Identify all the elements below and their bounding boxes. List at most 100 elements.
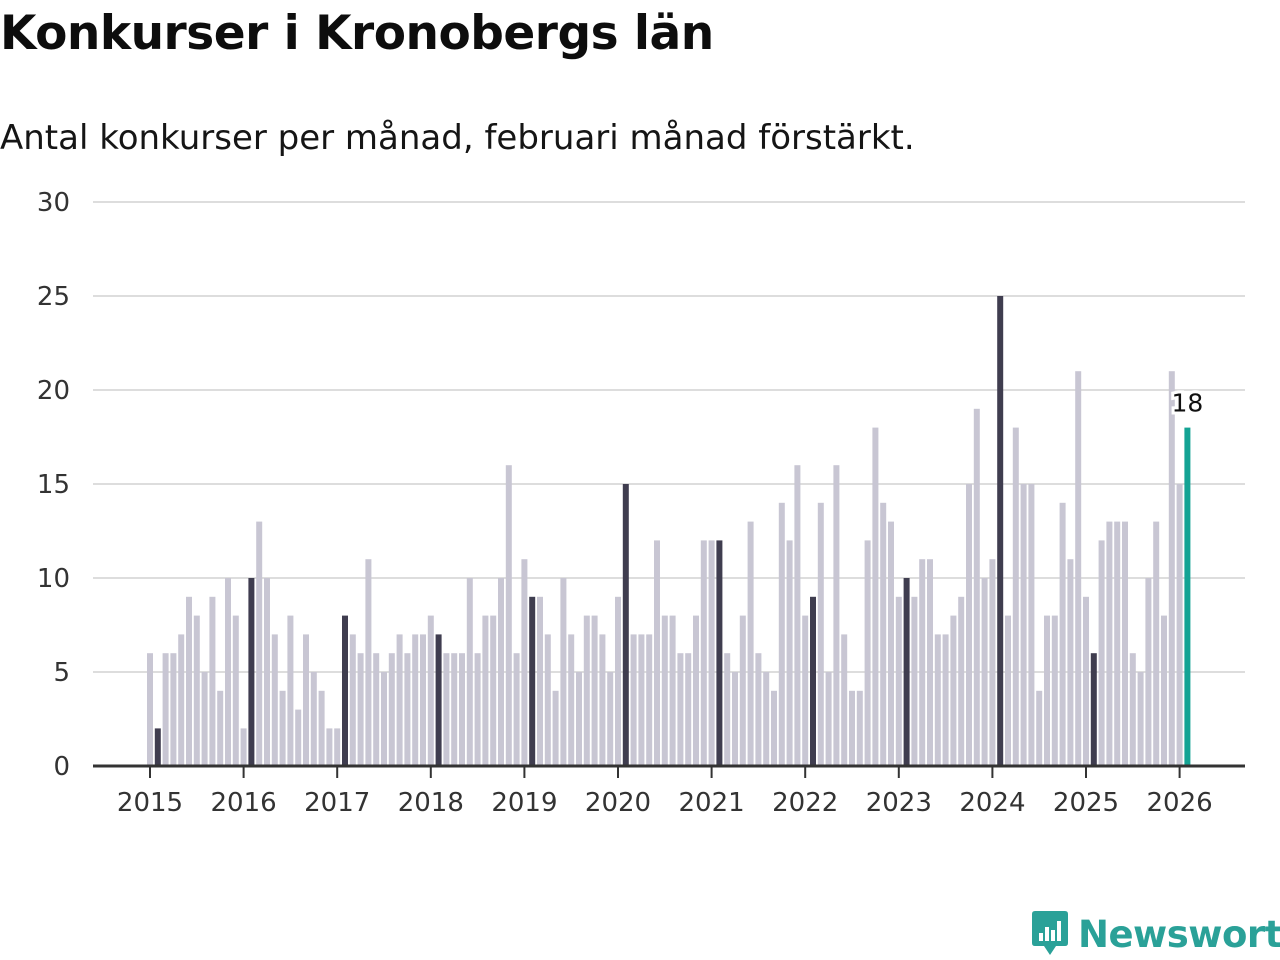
bar	[934, 634, 941, 766]
bar	[888, 521, 894, 766]
bar	[677, 653, 684, 766]
bar	[911, 596, 918, 766]
bar	[966, 484, 972, 766]
y-tick-label: 15	[37, 470, 70, 500]
bar	[802, 615, 809, 766]
bar	[1075, 371, 1082, 766]
bar	[669, 615, 676, 766]
bar	[833, 465, 840, 766]
bar	[310, 672, 317, 766]
bar	[989, 559, 996, 766]
bar	[607, 672, 614, 766]
bar	[459, 653, 465, 766]
bar	[981, 578, 988, 766]
bar	[1090, 653, 1097, 766]
bar	[435, 634, 442, 766]
x-tick-label: 2018	[398, 788, 464, 818]
bar	[466, 578, 473, 766]
bar	[716, 540, 723, 766]
bar	[357, 653, 364, 766]
bar	[771, 690, 777, 766]
bar	[1067, 559, 1074, 766]
bar	[739, 615, 746, 766]
x-tick-label: 2021	[679, 788, 745, 818]
bar	[552, 690, 559, 766]
bar	[209, 596, 216, 766]
bar	[560, 578, 567, 766]
bar	[654, 540, 660, 766]
x-tick-label: 2025	[1053, 788, 1119, 818]
x-tick-label: 2023	[866, 788, 932, 818]
bar	[318, 690, 325, 766]
bar	[778, 502, 785, 766]
bar	[1129, 653, 1136, 766]
bar	[404, 653, 411, 766]
bar	[942, 634, 949, 766]
bar	[583, 615, 590, 766]
bar	[755, 653, 762, 766]
bar	[396, 634, 403, 766]
bar	[1168, 371, 1175, 766]
bar	[240, 728, 247, 766]
bar	[1020, 484, 1027, 766]
bar	[825, 672, 832, 766]
x-tick-label: 2017	[304, 788, 370, 818]
bar	[162, 653, 169, 766]
bar	[154, 728, 161, 766]
bar	[1028, 484, 1035, 766]
bar	[279, 690, 286, 766]
newsworthy-logo-icon	[1032, 911, 1068, 955]
bar	[794, 465, 801, 766]
bar	[498, 578, 504, 766]
bar	[271, 634, 278, 766]
bar	[927, 559, 933, 766]
x-tick-label: 2015	[117, 788, 183, 818]
bar	[872, 427, 879, 766]
x-axis: 2015 2016 2017 2018 2019 2020 2021 2022 2023 2024…	[93, 764, 1245, 818]
bar	[856, 690, 863, 766]
bar	[880, 502, 887, 766]
y-axis-ticks: 0 5 10 15 20 25 30	[37, 188, 70, 782]
bar	[1059, 502, 1066, 766]
bar	[1176, 484, 1183, 766]
bar	[700, 540, 707, 766]
bar	[1012, 427, 1019, 766]
bar	[287, 615, 294, 766]
bar	[178, 634, 185, 766]
bar	[1153, 521, 1160, 766]
bar	[295, 709, 302, 766]
y-tick-label: 20	[37, 376, 70, 406]
bars	[147, 296, 1191, 766]
brand: Newsworthy	[1030, 908, 1280, 960]
bar	[147, 653, 153, 766]
bar	[505, 465, 512, 766]
bar	[529, 596, 536, 766]
y-tick-label: 10	[37, 564, 70, 594]
bar	[521, 559, 528, 766]
bar	[1051, 615, 1058, 766]
bar	[685, 653, 692, 766]
chart-title: Konkurser i Kronobergs län	[0, 6, 714, 61]
bar	[248, 578, 255, 766]
bar	[544, 634, 551, 766]
bar	[342, 615, 348, 766]
brand-name: Newsworthy	[1078, 912, 1280, 956]
bar	[958, 596, 965, 766]
bar	[349, 634, 356, 766]
bar	[1005, 615, 1011, 766]
bar	[732, 672, 738, 766]
bar	[373, 653, 380, 766]
bar	[225, 578, 231, 766]
bar	[763, 672, 770, 766]
bar	[864, 540, 871, 766]
x-tick-label: 2024	[959, 788, 1025, 818]
x-tick-label: 2019	[491, 788, 557, 818]
bar	[841, 634, 848, 766]
bar	[903, 578, 910, 766]
bar	[193, 615, 200, 766]
bar	[326, 728, 333, 766]
bar	[786, 540, 793, 766]
bar	[1145, 578, 1152, 766]
bar	[1083, 596, 1089, 766]
